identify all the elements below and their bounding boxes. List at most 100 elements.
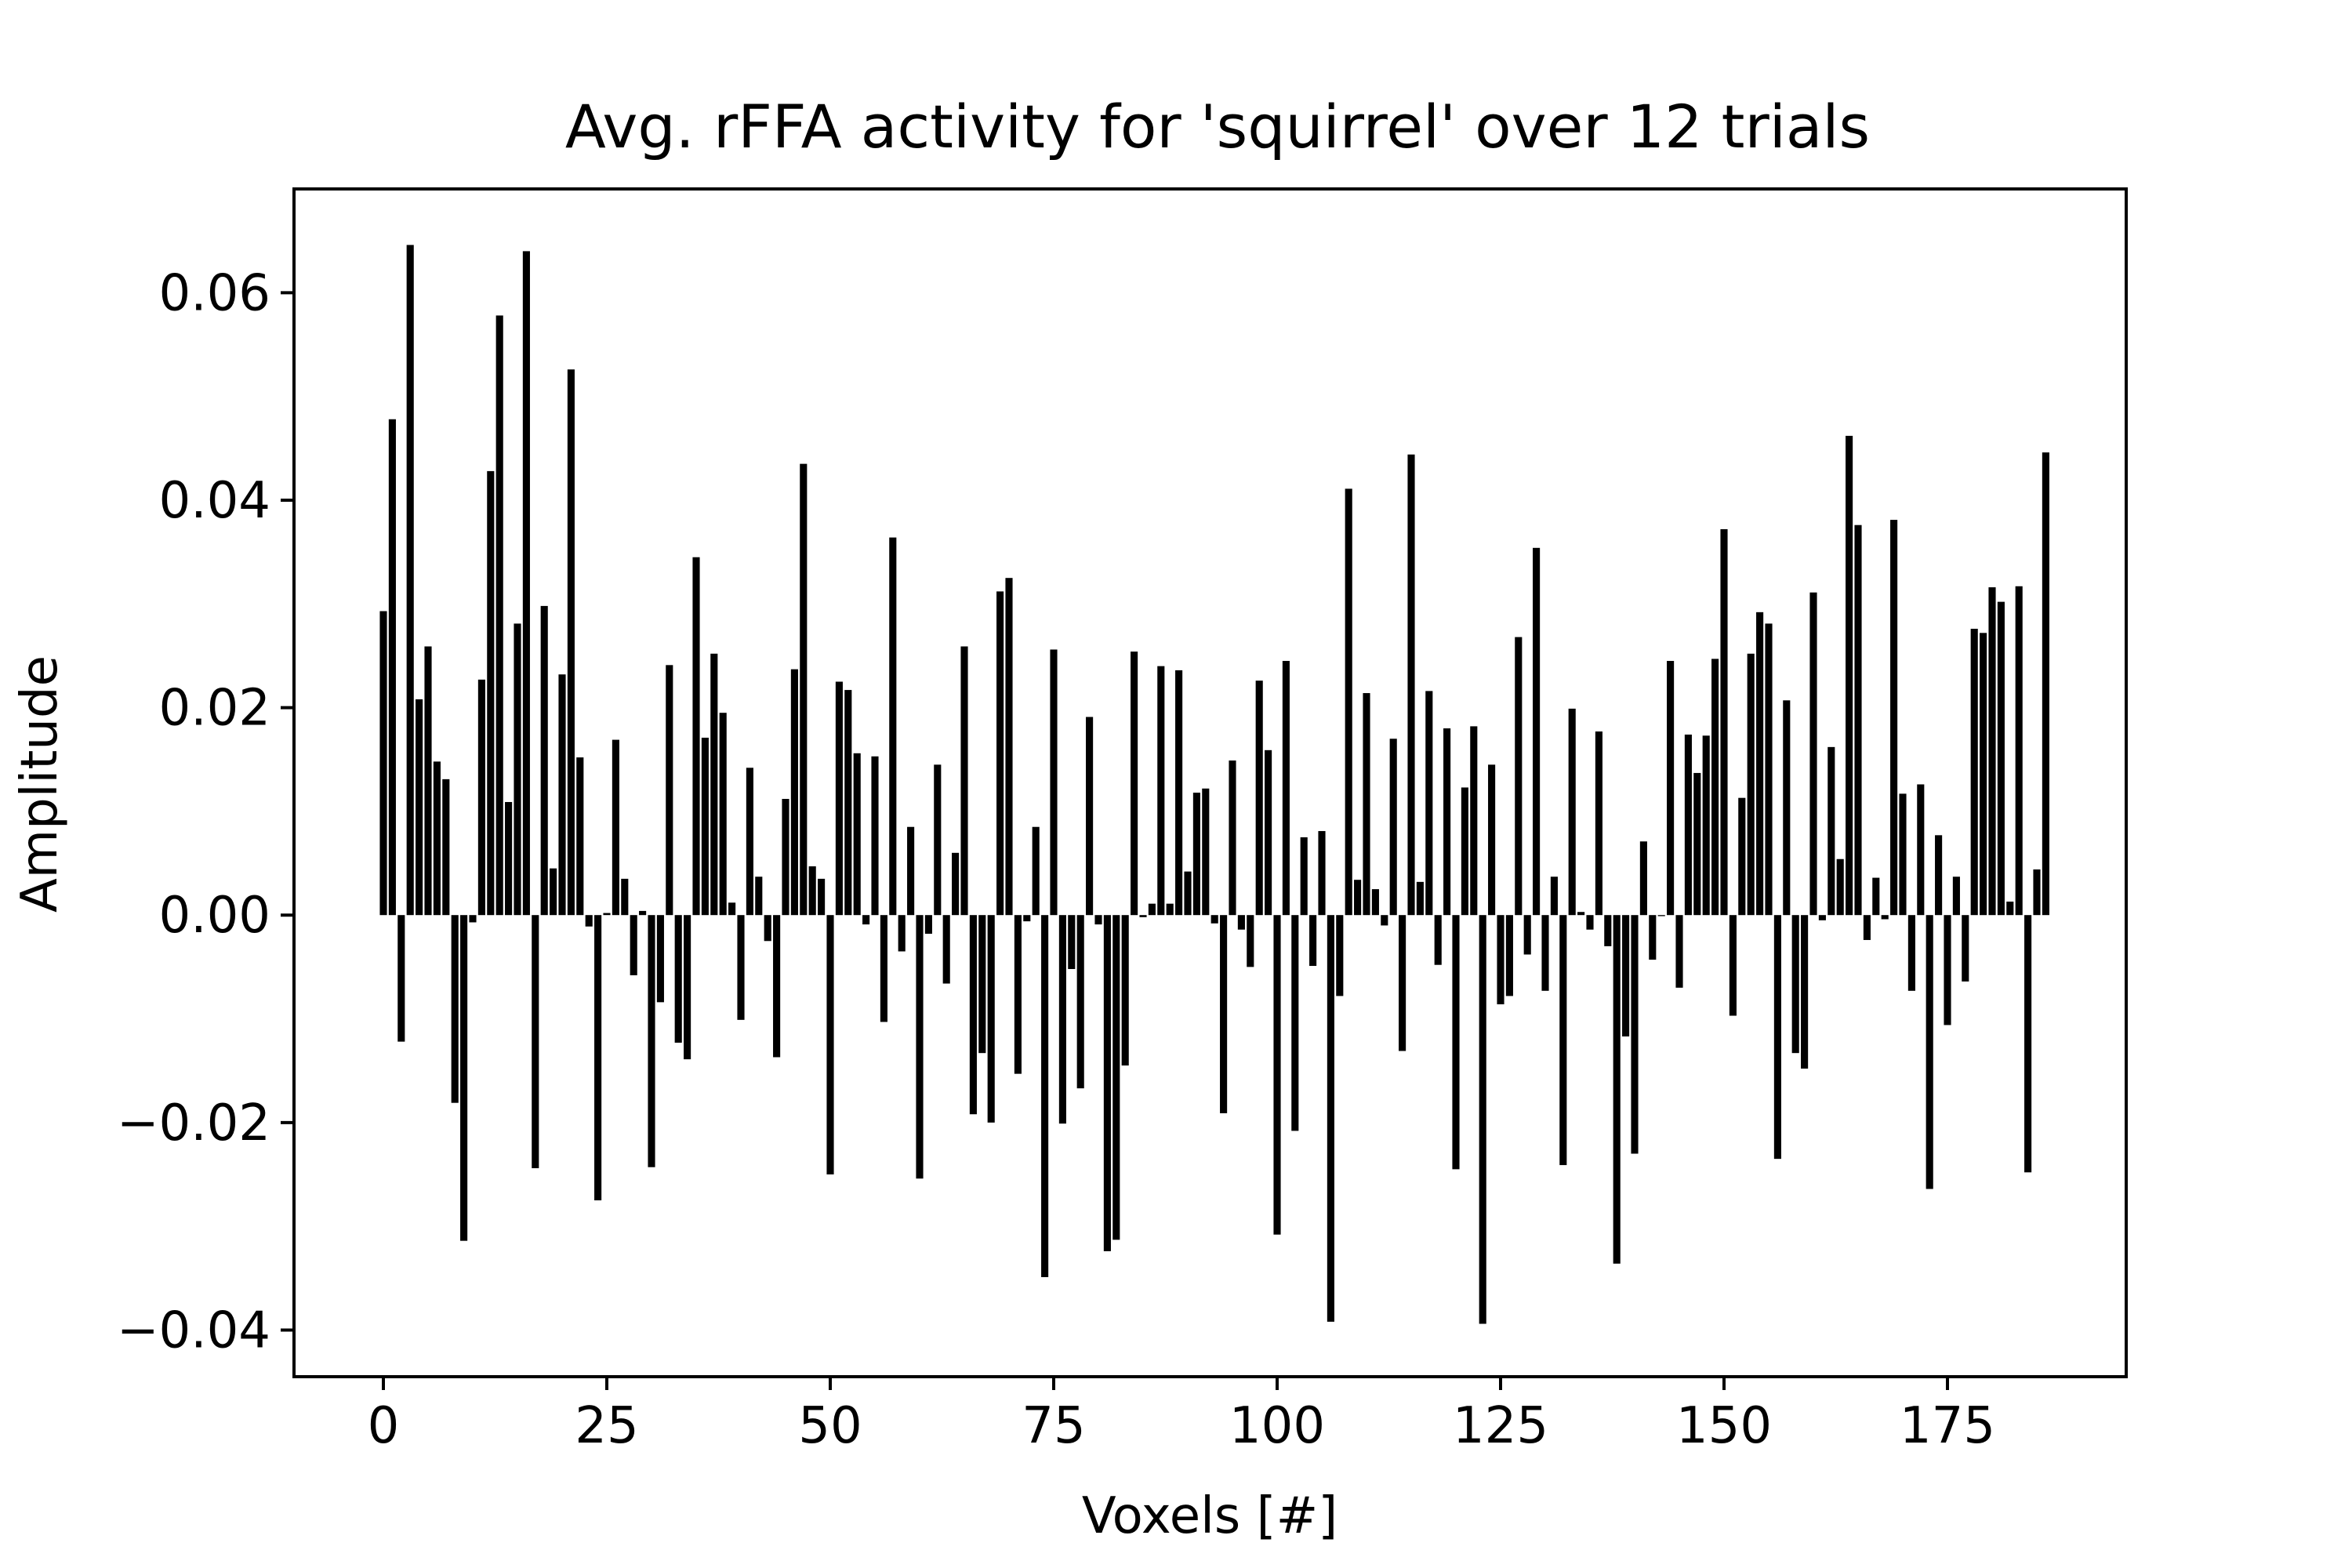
bar — [621, 878, 629, 916]
x-axis-ticks: 0 25 50 75 100 125 150 175 — [368, 1377, 1995, 1455]
x-tick-label: 50 — [798, 1397, 862, 1455]
bar — [433, 761, 441, 916]
bar — [1917, 784, 1925, 916]
bar — [782, 799, 789, 916]
bar — [1479, 915, 1486, 1324]
bar — [924, 915, 932, 935]
bar — [460, 915, 468, 1241]
bar — [451, 915, 459, 1103]
bar — [1631, 915, 1639, 1154]
bar — [1184, 871, 1192, 916]
y-tick-label: −0.04 — [117, 1301, 270, 1359]
bar — [737, 915, 745, 1020]
bar — [1881, 915, 1889, 920]
bar — [1202, 788, 1210, 916]
y-tick-label: 0.06 — [159, 264, 271, 322]
y-tick-label: 0.04 — [159, 472, 271, 530]
bar — [1416, 881, 1424, 916]
bar — [416, 699, 423, 916]
bar — [1014, 915, 1022, 1074]
bar — [746, 768, 753, 916]
bar — [1639, 841, 1647, 916]
bar — [1086, 717, 1094, 916]
bar — [710, 653, 718, 916]
bar — [1988, 587, 1996, 916]
bar — [1523, 915, 1531, 955]
bar — [1720, 528, 1728, 916]
bar — [1818, 915, 1826, 920]
bar — [1729, 915, 1737, 1016]
bar — [1935, 835, 1943, 916]
bar — [424, 646, 432, 916]
bar — [1363, 693, 1370, 916]
bar — [1809, 592, 1817, 916]
bar — [2024, 915, 2032, 1173]
bar — [2042, 452, 2049, 916]
bar — [1962, 915, 1969, 982]
bar — [1907, 915, 1915, 991]
chart-title: Avg. rFFA activity for 'squirrel' over 1… — [565, 92, 1870, 162]
bar — [487, 470, 495, 916]
bar — [1926, 915, 1933, 1189]
bar — [1327, 915, 1334, 1322]
bar — [1371, 889, 1379, 916]
bar — [505, 801, 513, 916]
bar — [1801, 915, 1809, 1069]
bar — [1443, 728, 1451, 916]
bar — [853, 753, 861, 916]
bar — [880, 915, 887, 1022]
bar — [406, 245, 414, 916]
bar — [1836, 858, 1844, 916]
bar — [960, 646, 968, 916]
bar — [701, 737, 709, 916]
bar — [1273, 915, 1281, 1235]
bar — [1872, 877, 1880, 916]
bar — [1828, 746, 1835, 916]
bar — [1300, 837, 1308, 916]
bar — [558, 674, 566, 916]
bar — [1846, 435, 1853, 916]
bar — [522, 251, 530, 916]
bar — [1765, 623, 1773, 916]
bar — [1783, 700, 1791, 916]
bar — [1434, 915, 1442, 965]
bars-group — [379, 245, 2049, 1324]
bar — [1032, 826, 1040, 916]
bar — [1166, 903, 1174, 916]
bar — [639, 910, 647, 916]
bar — [1470, 726, 1478, 916]
bar — [612, 739, 619, 916]
bar — [1515, 637, 1523, 916]
bar — [1604, 915, 1612, 946]
bar — [1050, 649, 1058, 916]
bar — [790, 669, 798, 916]
bar — [1577, 912, 1585, 916]
bar — [692, 557, 700, 916]
bar — [826, 915, 834, 1174]
bar — [1693, 772, 1701, 916]
bar — [648, 915, 655, 1167]
bar — [1407, 454, 1415, 916]
bar — [934, 764, 942, 916]
bar — [666, 665, 673, 916]
x-tick-label: 125 — [1453, 1397, 1548, 1455]
bar — [773, 915, 781, 1058]
y-tick-label: −0.02 — [117, 1094, 270, 1152]
bar — [764, 915, 771, 942]
bar — [1541, 915, 1549, 991]
bar — [1667, 661, 1675, 916]
bar — [1595, 731, 1602, 916]
bar — [1559, 915, 1567, 1166]
bar — [585, 915, 593, 927]
bar — [1550, 877, 1558, 916]
bar — [1452, 915, 1460, 1170]
bar — [1684, 734, 1692, 916]
bar — [1291, 915, 1299, 1131]
bar — [1711, 659, 1719, 916]
x-tick-label: 175 — [1900, 1397, 1995, 1455]
bar — [1586, 915, 1594, 930]
bar — [1068, 915, 1076, 969]
bar — [442, 779, 450, 916]
bar — [818, 878, 826, 916]
bar — [1944, 915, 1951, 1025]
